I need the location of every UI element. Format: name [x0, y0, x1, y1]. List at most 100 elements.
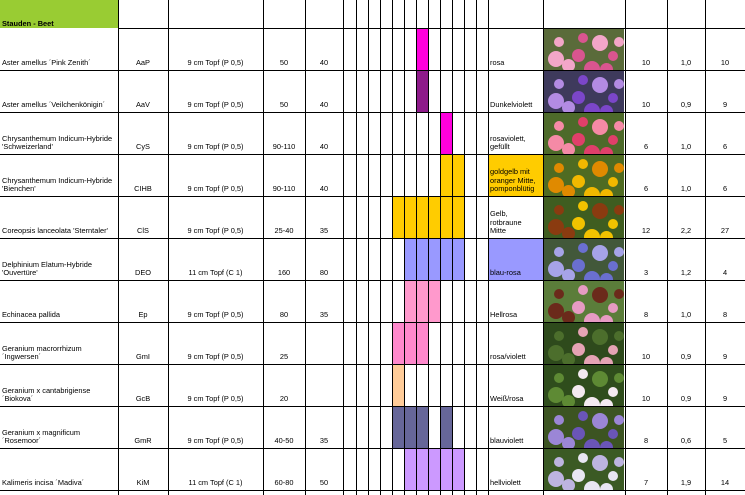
section-title: Stauden - Beet [2, 19, 54, 28]
grid-line-horizontal [0, 111, 745, 113]
value-3: 6 [722, 142, 728, 152]
geranium-biokova-photo [544, 365, 624, 406]
grid-line-vertical [304, 0, 306, 495]
bloom-period-cell [404, 238, 416, 280]
value-1: 10 [641, 352, 651, 362]
value-2: 1,0 [680, 142, 692, 152]
plant-height: 50 [279, 100, 289, 110]
pot-size: 9 cm Topf (P 0,5) [187, 142, 244, 152]
coreopsis-photo [544, 197, 624, 238]
grid-line-horizontal [0, 237, 745, 239]
plant-code: KiM [136, 478, 150, 488]
value-1: 10 [641, 100, 651, 110]
plant-height: 90-110 [272, 184, 296, 194]
plant-code: GmI [136, 352, 150, 362]
grid-line-vertical [439, 0, 441, 495]
value-1: 8 [643, 310, 649, 320]
value-2: 2,2 [680, 226, 692, 236]
plant-code: DEO [134, 268, 151, 278]
bloom-period-cell [452, 196, 464, 238]
grid-line-vertical [391, 0, 393, 495]
value-2: 0,9 [680, 352, 692, 362]
value-2: 1,0 [680, 58, 692, 68]
bloom-period-cell [392, 196, 404, 238]
bloom-period-cell [428, 280, 440, 322]
value-1: 8 [643, 436, 649, 446]
bloom-period-cell [404, 448, 416, 490]
grid-line-vertical [367, 0, 369, 495]
value-2: 1,0 [680, 310, 692, 320]
plant-spacing: 35 [319, 436, 329, 446]
value-3: 14 [720, 478, 730, 488]
grid-line-vertical [117, 0, 119, 495]
grid-line-vertical [167, 0, 169, 495]
value-3: 10 [720, 58, 730, 68]
grid-line-vertical [355, 0, 357, 495]
bloom-period-cell [416, 322, 428, 364]
plant-code: GmR [134, 436, 152, 446]
bloom-period-cell [452, 448, 464, 490]
grid-line-horizontal [0, 69, 745, 71]
flower-color-label: rosa/violett [490, 352, 526, 362]
color-label-highlight [488, 238, 543, 280]
value-2: 0,9 [680, 394, 692, 404]
grid-line-horizontal [0, 405, 745, 407]
flower-color-label: rosa [490, 58, 505, 68]
value-2: 1,0 [680, 184, 692, 194]
value-2: 1,9 [680, 478, 692, 488]
bloom-period-cell [452, 154, 464, 196]
bloom-period-cell [392, 406, 404, 448]
value-1: 10 [641, 58, 651, 68]
bloom-period-cell [416, 196, 428, 238]
grid-line-vertical [262, 0, 264, 495]
pot-size: 11 cm Topf (C 1) [188, 478, 243, 488]
flower-color-label: blau-rosa [490, 268, 521, 278]
value-3: 27 [720, 226, 730, 236]
value-2: 0,9 [680, 100, 692, 110]
plant-name: Geranium x magnificum ´Rosemoor´ [2, 427, 81, 446]
yellow-chrysanthemum-photo [544, 155, 624, 196]
plant-spacing: 50 [319, 478, 329, 488]
delphinium-photo [544, 239, 624, 280]
plant-height: 160 [277, 268, 291, 278]
plant-name: Chrysanthemum Indicum-Hybride 'Schweizer… [2, 133, 113, 152]
plant-height: 80 [279, 310, 289, 320]
flower-color-label: Weiß/rosa [490, 394, 524, 404]
plant-code: ClS [137, 226, 149, 236]
value-3: 9 [722, 100, 728, 110]
plant-spacing: 40 [319, 100, 329, 110]
grid-line-horizontal [118, 27, 745, 29]
plant-name: Coreopsis lanceolata 'Sterntaler' [2, 226, 108, 236]
grid-line-vertical [475, 0, 477, 495]
bloom-period-cell [404, 406, 416, 448]
bloom-period-cell [440, 406, 452, 448]
pot-size: 9 cm Topf (P 0,5) [187, 394, 244, 404]
plant-height: 90-110 [272, 142, 296, 152]
value-1: 10 [641, 394, 651, 404]
bloom-period-cell [440, 196, 452, 238]
plant-spacing [305, 364, 343, 406]
grid-line-vertical [342, 0, 344, 495]
value-1: 6 [643, 142, 649, 152]
bloom-period-cell [428, 238, 440, 280]
plant-spacing: 35 [319, 226, 329, 236]
bloom-period-cell [392, 322, 404, 364]
value-3: 9 [722, 352, 728, 362]
grid-line-vertical [415, 0, 417, 495]
bloom-period-cell [440, 448, 452, 490]
plant-code: Ep [138, 310, 148, 320]
value-3: 4 [722, 268, 728, 278]
value-1: 6 [643, 184, 649, 194]
flower-color-label: goldgelb mit oranger Mitte, pomponblütig [490, 167, 536, 194]
violet-aster-photo [544, 71, 624, 112]
plant-name: Aster amellus ´Pink Zenith´ [2, 58, 91, 68]
plant-code: CyS [136, 142, 150, 152]
pot-size: 9 cm Topf (P 0,5) [187, 310, 244, 320]
bloom-period-cell [416, 448, 428, 490]
plant-height: 60-80 [274, 478, 294, 488]
plant-code: GcB [135, 394, 151, 404]
bloom-period-cell [404, 196, 416, 238]
plant-code: AaV [136, 100, 150, 110]
plant-name: Echinacea pallida [2, 310, 60, 320]
